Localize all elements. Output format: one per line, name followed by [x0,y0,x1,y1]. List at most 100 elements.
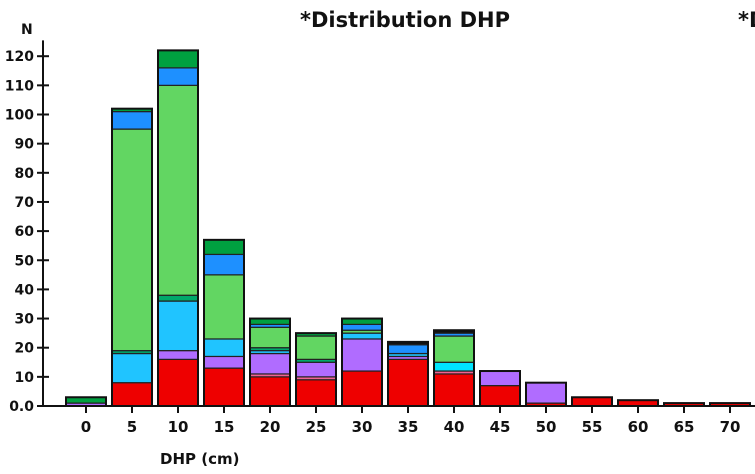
bar-segment [157,300,199,352]
x-tick-label: 55 [582,418,603,436]
bar-outline [249,317,291,407]
bar-segment [203,338,245,358]
x-axis-label: DHP (cm) [160,450,240,468]
x-tick-label: 35 [398,418,419,436]
x-tick-label: 10 [168,418,189,436]
bar-stack [111,107,153,407]
bar-segment [433,335,475,363]
bar-segment [111,382,153,407]
bar-segment [295,379,337,407]
bar-segment [341,332,383,340]
bar-outline [571,396,613,408]
bar-segment [249,376,291,407]
y-tick-label: 80 [15,166,35,182]
bar-segment [203,274,245,340]
x-tick-label: 5 [127,418,137,436]
bar-stack [525,381,567,407]
bar-segment [341,338,383,372]
bar-outline [387,340,429,407]
bar-segment [571,396,613,407]
bar-stack [341,317,383,407]
bar-outline [65,396,107,408]
y-tick-label: 110 [5,78,34,94]
chart-title: *Distribution DHP [300,8,511,32]
x-tick-label: 15 [214,418,235,436]
bar-stack [433,329,475,407]
x-tick-label: 30 [352,418,373,436]
bar-segment [157,49,199,69]
bar-segment [203,355,245,369]
bar-stack [571,396,613,408]
bar-outline [479,370,521,407]
y-tick-label: 120 [5,49,34,65]
bar-segment [387,358,429,407]
bar-stack [65,396,107,408]
y-tick-label: 50 [15,253,35,269]
bar-stack [157,49,199,408]
bar-stack [249,317,291,407]
bar-stack [203,238,245,407]
bar-stack [617,399,659,408]
bar-segment [295,361,337,378]
bar-stack [295,332,337,407]
bar-stack [387,340,429,407]
bar-segment [525,382,567,404]
chart-title-cut: *D [738,8,755,32]
bar-segment [111,352,153,384]
bar-segment [203,239,245,256]
bar-segment [387,344,429,355]
bar-outline [525,381,567,407]
bar-outline [709,402,751,407]
x-tick-label: 40 [444,418,465,436]
y-tick-label: 100 [5,108,34,124]
bar-outline [663,402,705,407]
x-tick-label: 20 [260,418,281,436]
x-tick-label: 65 [674,418,695,436]
x-tick-label: 25 [306,418,327,436]
x-tick-label: 0 [81,418,91,436]
bar-outline [433,329,475,407]
bar-segment [111,110,153,130]
bar-stack [709,402,751,407]
y-tick-label: 90 [15,137,35,153]
bar-segment [157,294,199,302]
x-tick-label: 70 [720,418,741,436]
x-tick-label: 45 [490,418,511,436]
bar-segment [203,367,245,407]
bar-segment [341,323,383,331]
y-axis-label: N [21,22,33,38]
bar-stack [663,402,705,407]
y-tick-label: 20 [15,341,35,357]
bar-segment [203,253,245,276]
bar-segment [111,128,153,352]
bar-outline [341,317,383,407]
bar-segment [295,335,337,360]
bar-outline [111,107,153,407]
bar-outline [295,332,337,407]
bar-segment [249,352,291,375]
x-tick-label: 60 [628,418,649,436]
y-tick-label: 40 [15,282,35,298]
y-tick-label: 60 [15,224,35,240]
y-tick-label: 70 [15,195,35,211]
bar-segment [479,370,521,387]
bar-segment [341,370,383,407]
bar-segment [157,350,199,360]
y-tick-label: 10 [15,370,35,386]
bar-outline [617,399,659,408]
bar-outline [203,238,245,407]
bar-segment [157,67,199,86]
bar-segment [249,326,291,349]
bar-segment [157,84,199,296]
y-tick-label: 0.0 [9,399,34,415]
bar-segment [433,373,475,407]
y-tick-label: 30 [15,312,35,328]
x-tick-label: 50 [536,418,557,436]
bar-segment [433,361,475,372]
bar-outline [157,49,199,408]
bar-stack [479,370,521,407]
bar-segment [479,384,521,407]
bar-segment [157,358,199,407]
